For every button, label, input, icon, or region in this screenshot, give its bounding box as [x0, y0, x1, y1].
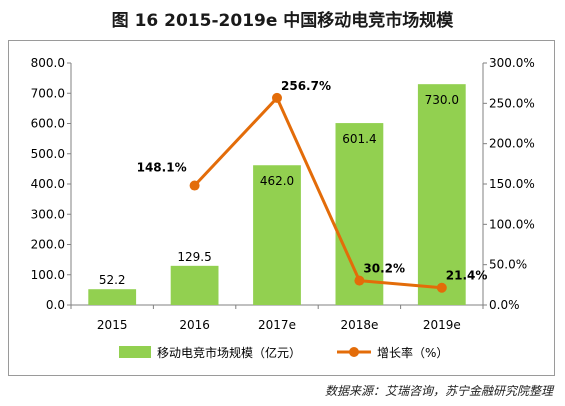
growth-rate-label: 256.7%: [281, 79, 331, 93]
legend: 移动电竞市场规模（亿元） 增长率（%）: [119, 345, 448, 360]
bar-value-label: 52.2: [99, 273, 126, 287]
bar: [170, 265, 219, 305]
y-tick-label: 200.0: [31, 238, 65, 252]
y-tick-label: 500.0: [31, 147, 65, 161]
source-note: 数据来源：艾瑞咨询，苏宁金融研究院整理: [324, 384, 553, 398]
y2-tick-label: 200.0%: [489, 137, 535, 151]
bar: [88, 289, 137, 305]
chart-title: 图 16 2015-2019e 中国移动电竞市场规模: [111, 11, 454, 31]
y-tick-label: 400.0: [31, 177, 65, 191]
y2-tick-label: 50.0%: [489, 258, 527, 272]
bar: [253, 165, 301, 305]
y2-tick-label: 300.0%: [489, 56, 535, 70]
y-tick-label: 0.0: [46, 298, 65, 312]
chart-axes: 0.0 100.0 200.0 300.0 400.0 500.0 600.0 700.0 80…: [31, 56, 535, 332]
bar-value-label: 462.0: [260, 174, 294, 188]
growth-rate-line: [193, 96, 442, 290]
growth-rate-point: [354, 275, 365, 286]
chart-frame: 0.0 100.0 200.0 300.0 400.0 500.0 600.0 700.0 80…: [8, 40, 555, 376]
legend-label-market-size: 移动电竞市场规模（亿元）: [157, 345, 301, 360]
bar: [417, 84, 466, 305]
legend-label-growth-rate: 增长率（%）: [377, 345, 448, 360]
growth-rate-point: [272, 92, 282, 103]
y-tick-label: 600.0: [31, 117, 65, 131]
x-tick-label: 2017e: [258, 318, 296, 332]
data-labels: 52.2 129.5 462.0 601.4 730.0 148.1% 256.7% 30.2…: [99, 79, 488, 287]
legend-swatch-bar: [119, 346, 151, 358]
y-tick-label: 700.0: [31, 86, 65, 100]
growth-rate-label: 148.1%: [137, 161, 187, 175]
bar-value-label: 730.0: [425, 93, 459, 107]
bar: [335, 123, 384, 305]
growth-rate-label: 30.2%: [363, 262, 405, 276]
growth-rate-point: [436, 282, 447, 293]
y2-tick-label: 150.0%: [489, 177, 535, 191]
bar-value-label: 601.4: [342, 132, 376, 146]
x-tick-label: 2019e: [423, 318, 461, 332]
legend-swatch-marker: [349, 347, 359, 357]
chart-svg: 0.0 100.0 200.0 300.0 400.0 500.0 600.0 700.0 80…: [31, 56, 535, 360]
y-tick-label: 800.0: [31, 56, 65, 70]
growth-rate-point: [189, 180, 200, 191]
x-tick-label: 2016: [179, 318, 210, 332]
bar-value-label: 129.5: [177, 250, 211, 264]
y-tick-label: 100.0: [31, 268, 65, 282]
y2-tick-label: 0.0%: [489, 298, 520, 312]
bar-series: [88, 84, 466, 305]
line-series: [189, 92, 447, 293]
growth-rate-label: 21.4%: [446, 269, 488, 283]
y-tick-label: 300.0: [31, 207, 65, 221]
y2-tick-label: 250.0%: [489, 96, 535, 110]
x-tick-label: 2015: [97, 318, 128, 332]
x-tick-label: 2018e: [340, 318, 378, 332]
y2-tick-label: 100.0%: [489, 217, 535, 231]
